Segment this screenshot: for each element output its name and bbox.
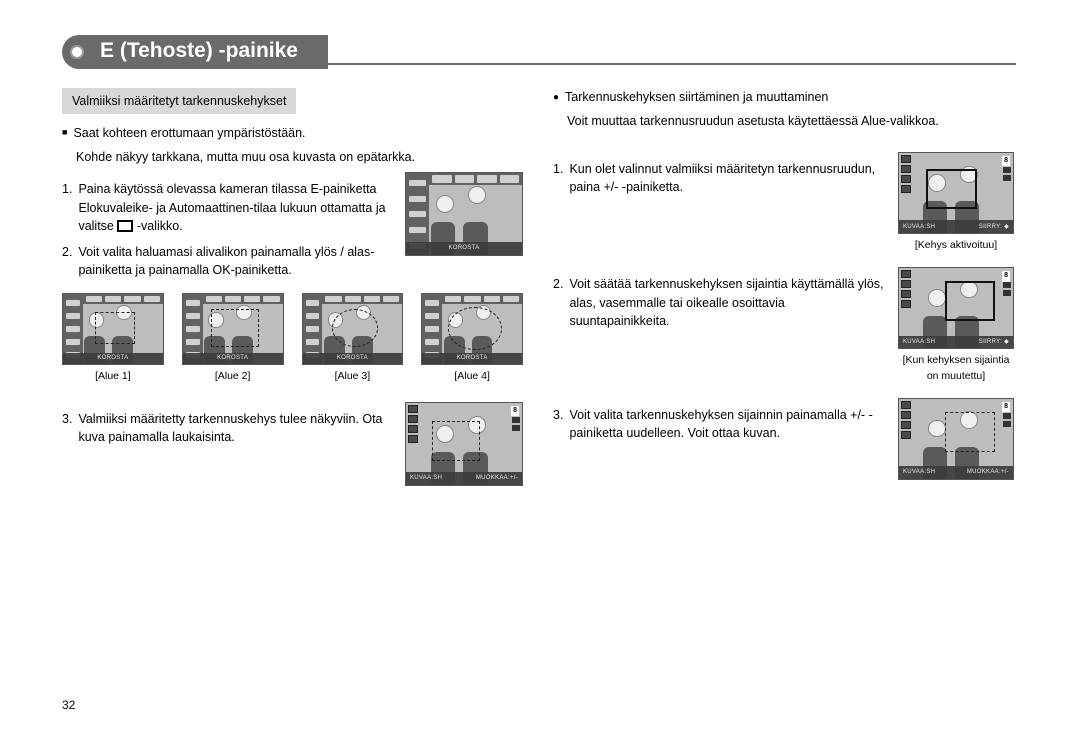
title-underline [328,63,1016,65]
subheading-box: Valmiiksi määritetyt tarkennuskehykset [62,88,296,114]
camera-thumbnail: KOROSTA [405,172,523,256]
overlay-right-label: MUOKKAA:+/- [967,468,1009,477]
badge-8: 8 [1002,402,1010,412]
overlay-label: KOROSTA [303,353,403,364]
title-dot-icon [72,47,82,57]
page-title: E (Tehoste) -painike [100,39,298,62]
step-3-text: Valmiiksi määritetty tarkennuskehys tule… [78,410,393,446]
page-number: 32 [62,698,75,712]
step-3: 3. Valmiiksi määritetty tarkennuskehys t… [62,410,393,446]
grid-menu-icon [117,220,133,232]
overlay-left-label: KUVAA:SH [903,223,935,232]
step-number: 3. [62,410,72,446]
content-columns: Valmiiksi määritetyt tarkennuskehykset S… [62,88,1014,486]
overlay-right-label: MUOKKAA:+/- [476,474,518,483]
overlay-label: KOROSTA [183,353,283,364]
intro-line-2: Kohde näkyy tarkkana, mutta muu osa kuva… [62,148,523,166]
overlay-label: KOROSTA [422,353,522,364]
overlay-left-label: KUVAA:SH [410,474,442,483]
area-caption-2: [Alue 2] [182,369,284,384]
overlay-bottom: KUVAA:SH SIIRRY: ◆ [899,336,1013,349]
step-1-text: Paina käytössä olevassa kameran tilassa … [78,180,393,234]
right-step-1: 1. Kun olet valinnut valmiiksi määritety… [553,160,884,196]
right-step-1-text: Kun olet valinnut valmiiksi määritetyn t… [569,160,884,196]
step-2: 2. Voit valita haluamasi alivalikon pain… [62,243,393,279]
right-subheading: Voit muuttaa tarkennusruudun asetusta kä… [553,112,1014,130]
title-bar: E (Tehoste) -painike [62,35,1016,69]
badge-8: 8 [1002,271,1010,281]
right-step-3: 3. Voit valita tarkennuskehyksen sijainn… [553,406,884,442]
left-column: Valmiiksi määritetyt tarkennuskehykset S… [62,88,523,486]
step-number: 2. [553,275,563,329]
right-step-3-row: 3. Voit valita tarkennuskehyksen sijainn… [553,398,1014,484]
step-number: 1. [553,160,563,196]
area-cell-4: KOROSTA [Alue 4] [421,293,523,384]
right-column: Tarkennuskehyksen siirtäminen ja muuttam… [553,88,1014,486]
right-heading: Tarkennuskehyksen siirtäminen ja muuttam… [553,88,1014,106]
step-3-row: 3. Valmiiksi määritetty tarkennuskehys t… [62,402,523,486]
right-caption-1: [Kehys aktivoituu] [898,238,1014,253]
area-cell-2: KOROSTA [Alue 2] [182,293,284,384]
right-step-2-row: 2. Voit säätää tarkennuskehyksen sijaint… [553,267,1014,383]
badge-8: 8 [511,406,519,416]
overlay-bottom: KUVAA:SH MUOKKAA:+/- [406,472,522,485]
area-caption-4: [Alue 4] [421,369,523,384]
page-title-pill: E (Tehoste) -painike [62,35,328,69]
step-number: 2. [62,243,72,279]
overlay-left-label: KUVAA:SH [903,468,935,477]
overlay-bottom: KUVAA:SH MUOKKAA:+/- [899,466,1013,479]
intro-line-1: Saat kohteen erottumaan ympäristöstään. [62,124,523,142]
area-caption-1: [Alue 1] [62,369,164,384]
right-step-2-text: Voit säätää tarkennuskehyksen sijaintia … [569,275,884,329]
step-1-text-b: -valikko. [137,219,183,233]
overlay-left-label: KUVAA:SH [903,338,935,347]
right-step-2: 2. Voit säätää tarkennuskehyksen sijaint… [553,275,884,329]
step-1: 1. Paina käytössä olevassa kameran tilas… [62,180,393,234]
overlay-right-label: SIIRRY: ◆ [979,338,1009,347]
badge-8: 8 [1002,156,1010,166]
right-caption-2: [Kun kehyksen sijaintia on muutettu] [898,353,1014,383]
step-2-text: Voit valita haluamasi alivalikon painama… [78,243,393,279]
area-cell-3: KOROSTA [Alue 3] [302,293,404,384]
camera-thumbnail: KOROSTA [62,293,164,365]
step-number: 1. [62,180,72,234]
area-caption-3: [Alue 3] [302,369,404,384]
area-cell-1: KOROSTA [Alue 1] [62,293,164,384]
overlay-label: KOROSTA [406,242,522,255]
overlay-label: KOROSTA [63,353,163,364]
right-step-1-row: 1. Kun olet valinnut valmiiksi määritety… [553,152,1014,253]
step-1-2-figure: KOROSTA [405,172,523,256]
overlay-right-label: SIIRRY: ◆ [979,223,1009,232]
left-steps-1-2: 1. Paina käytössä olevassa kameran tilas… [62,172,393,279]
overlay-bottom: KUVAA:SH SIIRRY: ◆ [899,220,1013,233]
right-step-3-text: Voit valita tarkennuskehyksen sijainnin … [569,406,884,442]
area-thumbnails-row: KOROSTA [Alue 1] KOROSTA [Alue 2] [62,293,523,384]
step-number: 3. [553,406,563,442]
